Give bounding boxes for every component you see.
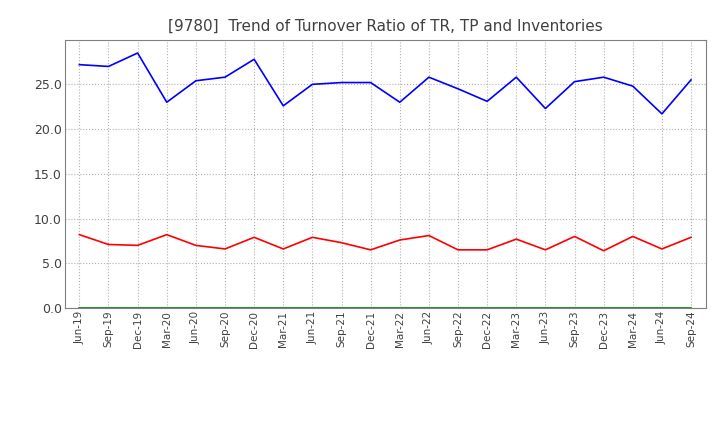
Inventories <box>366 305 375 311</box>
Trade Payables <box>104 64 113 69</box>
Trade Receivables <box>133 243 142 248</box>
Inventories <box>395 305 404 311</box>
Trade Payables <box>308 82 317 87</box>
Trade Receivables <box>687 235 696 240</box>
Trade Receivables <box>366 247 375 253</box>
Trade Receivables <box>279 246 287 252</box>
Trade Receivables <box>570 234 579 239</box>
Inventories <box>512 305 521 311</box>
Trade Payables <box>395 99 404 105</box>
Trade Receivables <box>192 243 200 248</box>
Inventories <box>133 305 142 311</box>
Inventories <box>163 305 171 311</box>
Trade Payables <box>192 78 200 84</box>
Inventories <box>308 305 317 311</box>
Inventories <box>570 305 579 311</box>
Trade Receivables <box>541 247 550 253</box>
Inventories <box>599 305 608 311</box>
Trade Receivables <box>220 246 229 252</box>
Inventories <box>220 305 229 311</box>
Trade Payables <box>220 74 229 80</box>
Title: [9780]  Trend of Turnover Ratio of TR, TP and Inventories: [9780] Trend of Turnover Ratio of TR, TP… <box>168 19 603 34</box>
Inventories <box>454 305 462 311</box>
Trade Payables <box>512 74 521 80</box>
Trade Receivables <box>395 237 404 242</box>
Trade Payables <box>425 74 433 80</box>
Trade Receivables <box>308 235 317 240</box>
Trade Payables <box>541 106 550 111</box>
Inventories <box>279 305 287 311</box>
Trade Receivables <box>599 248 608 253</box>
Inventories <box>541 305 550 311</box>
Trade Receivables <box>425 233 433 238</box>
Trade Payables <box>570 79 579 84</box>
Inventories <box>483 305 492 311</box>
Trade Receivables <box>483 247 492 253</box>
Inventories <box>337 305 346 311</box>
Trade Payables <box>629 84 637 89</box>
Trade Payables <box>75 62 84 67</box>
Trade Receivables <box>512 236 521 242</box>
Trade Receivables <box>337 240 346 246</box>
Trade Receivables <box>75 232 84 237</box>
Inventories <box>104 305 113 311</box>
Trade Receivables <box>104 242 113 247</box>
Trade Payables <box>337 80 346 85</box>
Trade Payables <box>279 103 287 108</box>
Inventories <box>250 305 258 311</box>
Trade Payables <box>250 57 258 62</box>
Trade Receivables <box>250 235 258 240</box>
Line: Trade Receivables: Trade Receivables <box>79 235 691 251</box>
Trade Payables <box>687 77 696 82</box>
Trade Payables <box>454 86 462 92</box>
Trade Receivables <box>163 232 171 237</box>
Trade Payables <box>366 80 375 85</box>
Line: Trade Payables: Trade Payables <box>79 53 691 114</box>
Trade Payables <box>163 99 171 105</box>
Inventories <box>192 305 200 311</box>
Trade Payables <box>599 74 608 80</box>
Trade Receivables <box>657 246 666 252</box>
Trade Payables <box>133 50 142 55</box>
Inventories <box>687 305 696 311</box>
Inventories <box>657 305 666 311</box>
Inventories <box>75 305 84 311</box>
Inventories <box>425 305 433 311</box>
Trade Receivables <box>629 234 637 239</box>
Inventories <box>629 305 637 311</box>
Trade Payables <box>657 111 666 117</box>
Trade Receivables <box>454 247 462 253</box>
Trade Payables <box>483 99 492 104</box>
